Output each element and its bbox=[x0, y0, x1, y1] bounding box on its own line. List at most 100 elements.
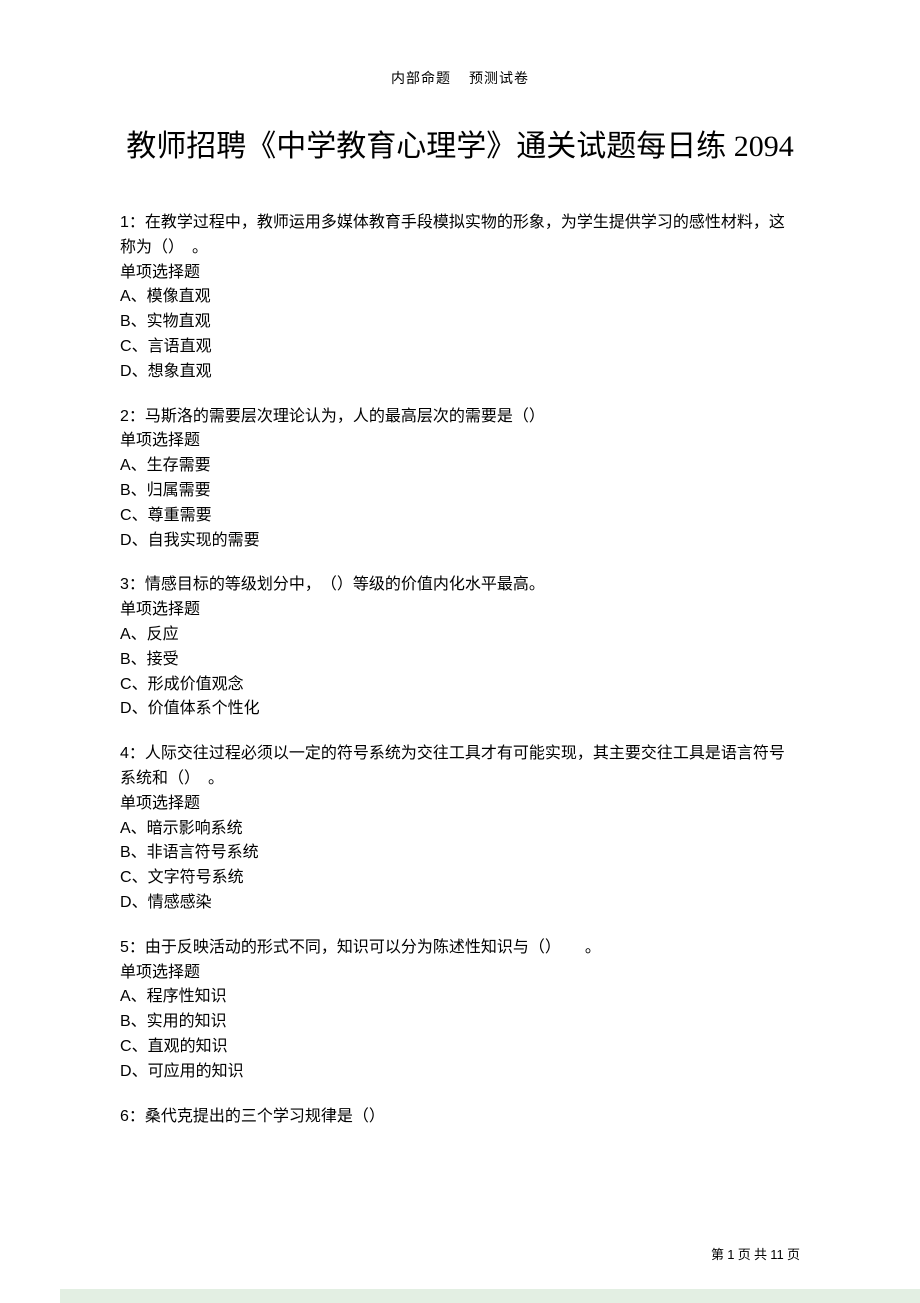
question-stem: 3：情感目标的等级划分中， （）等级的价值内化水平最高。 bbox=[120, 573, 800, 598]
option-text: 、言语直观 bbox=[132, 338, 212, 355]
question-block: 1：在教学过程中，教师运用多媒体教育手段模拟实物的形象，为学生提供学习的感性材料… bbox=[120, 211, 800, 385]
question-stem: 1：在教学过程中，教师运用多媒体教育手段模拟实物的形象，为学生提供学习的感性材料… bbox=[120, 211, 800, 261]
footer-prefix: 第 bbox=[711, 1247, 727, 1262]
option-text: 、实物直观 bbox=[131, 313, 211, 330]
option-letter: C bbox=[120, 338, 132, 355]
question-type: 单项选择题 bbox=[120, 598, 800, 623]
option: D、价值体系个性化 bbox=[120, 697, 800, 722]
question-number: 5 bbox=[120, 939, 129, 956]
option-letter: A bbox=[120, 820, 131, 837]
option-text: 、非语言符号系统 bbox=[131, 844, 259, 861]
option: D、情感感染 bbox=[120, 891, 800, 916]
question-text: ：马斯洛的需要层次理论认为，人的最高层次的需要是（） bbox=[129, 408, 545, 425]
option: B、归属需要 bbox=[120, 479, 800, 504]
option-letter: A bbox=[120, 288, 131, 305]
question-number: 2 bbox=[120, 408, 129, 425]
question-block: 5：由于反映活动的形式不同，知识可以分为陈述性知识与（） 。单项选择题A、程序性… bbox=[120, 936, 800, 1085]
question-block: 6：桑代克提出的三个学习规律是（） bbox=[120, 1105, 800, 1130]
question-stem: 2：马斯洛的需要层次理论认为，人的最高层次的需要是（） bbox=[120, 405, 800, 430]
option: D、自我实现的需要 bbox=[120, 529, 800, 554]
question-type: 单项选择题 bbox=[120, 792, 800, 817]
option-text: 、直观的知识 bbox=[132, 1038, 228, 1055]
page-header: 内部命题 预测试卷 bbox=[120, 68, 800, 88]
bottom-decoration-bar bbox=[60, 1289, 920, 1303]
option-letter: A bbox=[120, 457, 131, 474]
option-letter: D bbox=[120, 532, 132, 549]
option-text: 、情感感染 bbox=[132, 894, 212, 911]
document-title: 教师招聘《中学教育心理学》通关试题每日练 2094 bbox=[120, 124, 800, 169]
option: A、程序性知识 bbox=[120, 985, 800, 1010]
option-letter: B bbox=[120, 651, 131, 668]
option: C、形成价值观念 bbox=[120, 673, 800, 698]
option: B、实物直观 bbox=[120, 310, 800, 335]
option-letter: C bbox=[120, 676, 132, 693]
question-text: ：人际交往过程必须以一定的符号系统为交往工具才有可能实现，其主要交往工具是语言符… bbox=[120, 745, 785, 787]
option: C、文字符号系统 bbox=[120, 866, 800, 891]
option-text: 、文字符号系统 bbox=[132, 869, 244, 886]
question-number: 3 bbox=[120, 576, 129, 593]
option: C、直观的知识 bbox=[120, 1035, 800, 1060]
option-letter: C bbox=[120, 507, 132, 524]
option-text: 、反应 bbox=[131, 626, 179, 643]
option-text: 、尊重需要 bbox=[132, 507, 212, 524]
question-text: ：由于反映活动的形式不同，知识可以分为陈述性知识与（） 。 bbox=[129, 939, 601, 956]
header-right: 预测试卷 bbox=[469, 72, 529, 87]
option-letter: B bbox=[120, 1013, 131, 1030]
option-letter: C bbox=[120, 1038, 132, 1055]
option-letter: D bbox=[120, 700, 132, 717]
option-text: 、价值体系个性化 bbox=[132, 700, 260, 717]
option-text: 、暗示影响系统 bbox=[131, 820, 243, 837]
option: B、实用的知识 bbox=[120, 1010, 800, 1035]
questions-container: 1：在教学过程中，教师运用多媒体教育手段模拟实物的形象，为学生提供学习的感性材料… bbox=[120, 211, 800, 1129]
question-text: ：情感目标的等级划分中， （）等级的价值内化水平最高。 bbox=[129, 576, 545, 593]
option: C、尊重需要 bbox=[120, 504, 800, 529]
option: A、暗示影响系统 bbox=[120, 817, 800, 842]
option-text: 、形成价值观念 bbox=[132, 676, 244, 693]
question-number: 4 bbox=[120, 745, 129, 762]
option: A、模像直观 bbox=[120, 285, 800, 310]
option-letter: C bbox=[120, 869, 132, 886]
option-text: 、可应用的知识 bbox=[132, 1063, 244, 1080]
document-page: 内部命题 预测试卷 教师招聘《中学教育心理学》通关试题每日练 2094 1：在教学… bbox=[0, 0, 920, 1303]
option: C、言语直观 bbox=[120, 335, 800, 360]
option-letter: B bbox=[120, 482, 131, 499]
footer-total-num: 11 bbox=[770, 1247, 784, 1262]
question-block: 4：人际交往过程必须以一定的符号系统为交往工具才有可能实现，其主要交往工具是语言… bbox=[120, 742, 800, 916]
option: D、想象直观 bbox=[120, 360, 800, 385]
footer-mid: 页 共 bbox=[734, 1247, 770, 1262]
option: B、非语言符号系统 bbox=[120, 841, 800, 866]
option-letter: D bbox=[120, 894, 132, 911]
question-number: 1 bbox=[120, 214, 129, 231]
question-type: 单项选择题 bbox=[120, 429, 800, 454]
option: A、生存需要 bbox=[120, 454, 800, 479]
option: B、接受 bbox=[120, 648, 800, 673]
option-text: 、归属需要 bbox=[131, 482, 211, 499]
question-block: 3：情感目标的等级划分中， （）等级的价值内化水平最高。单项选择题A、反应B、接… bbox=[120, 573, 800, 722]
option-text: 、程序性知识 bbox=[131, 988, 227, 1005]
option-letter: D bbox=[120, 1063, 132, 1080]
question-stem: 5：由于反映活动的形式不同，知识可以分为陈述性知识与（） 。 bbox=[120, 936, 800, 961]
option-text: 、模像直观 bbox=[131, 288, 211, 305]
question-number: 6 bbox=[120, 1108, 129, 1125]
option-letter: A bbox=[120, 988, 131, 1005]
option-text: 、实用的知识 bbox=[131, 1013, 227, 1030]
option-letter: B bbox=[120, 313, 131, 330]
question-type: 单项选择题 bbox=[120, 261, 800, 286]
footer-suffix: 页 bbox=[784, 1247, 800, 1262]
option-letter: A bbox=[120, 626, 131, 643]
page-footer: 第 1 页 共 11 页 bbox=[711, 1244, 800, 1263]
option-text: 、自我实现的需要 bbox=[132, 532, 260, 549]
question-stem: 6：桑代克提出的三个学习规律是（） bbox=[120, 1105, 800, 1130]
option-text: 、生存需要 bbox=[131, 457, 211, 474]
question-stem: 4：人际交往过程必须以一定的符号系统为交往工具才有可能实现，其主要交往工具是语言… bbox=[120, 742, 800, 792]
question-text: ：桑代克提出的三个学习规律是（） bbox=[129, 1108, 385, 1125]
question-type: 单项选择题 bbox=[120, 961, 800, 986]
question-block: 2：马斯洛的需要层次理论认为，人的最高层次的需要是（）单项选择题A、生存需要B、… bbox=[120, 405, 800, 554]
option: D、可应用的知识 bbox=[120, 1060, 800, 1085]
option-text: 、接受 bbox=[131, 651, 179, 668]
option: A、反应 bbox=[120, 623, 800, 648]
question-text: ：在教学过程中，教师运用多媒体教育手段模拟实物的形象，为学生提供学习的感性材料，… bbox=[120, 214, 785, 256]
option-letter: B bbox=[120, 844, 131, 861]
option-text: 、想象直观 bbox=[132, 363, 212, 380]
header-left: 内部命题 bbox=[391, 72, 451, 87]
